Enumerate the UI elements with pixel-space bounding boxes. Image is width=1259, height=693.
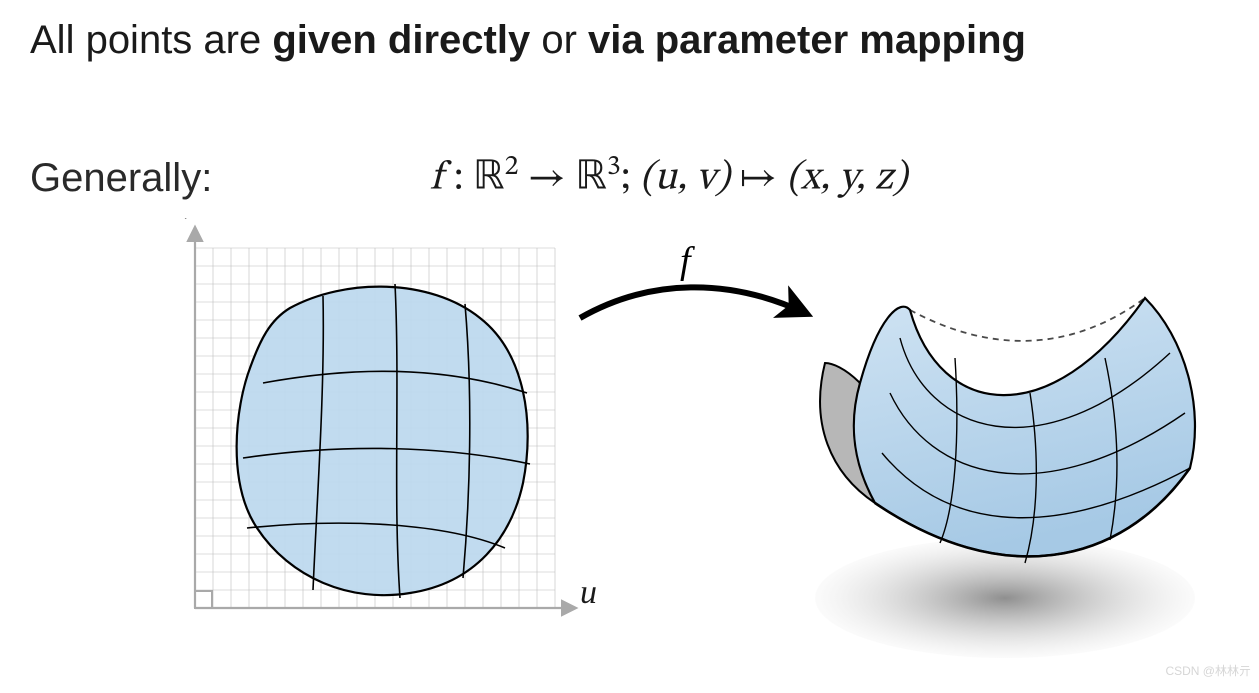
generally-label: Generally: <box>30 156 212 201</box>
formula-inputs: (u, v) <box>640 158 730 198</box>
u-axis-label: u <box>580 574 597 611</box>
title-bold2: via parameter mapping <box>588 18 1026 62</box>
parameter-domain: u v <box>179 218 597 611</box>
formula-outputs: (x, y, z) <box>787 158 908 198</box>
title-prefix: All points are <box>30 18 272 62</box>
mapping-formula: f : ℝ2 → ℝ3; (u, v) ↦ (x, y, z) <box>430 150 907 203</box>
watermark: CSDN @林林亓 <box>1165 662 1251 679</box>
domain-blob <box>237 287 528 596</box>
mapping-arrow: f <box>580 240 805 318</box>
domain-dim: 2 <box>505 153 519 181</box>
diagram: u v f <box>150 218 1230 688</box>
formula-f: f <box>430 158 444 198</box>
v-axis-label: v <box>179 218 195 226</box>
surface <box>815 298 1195 658</box>
title-bold1: given directly <box>272 18 530 62</box>
title-mid: or <box>530 18 588 62</box>
page-title: All points are given directly or via par… <box>30 18 1026 63</box>
codomain-dim: 3 <box>607 153 621 181</box>
mapping-arrow-label: f <box>680 240 695 282</box>
